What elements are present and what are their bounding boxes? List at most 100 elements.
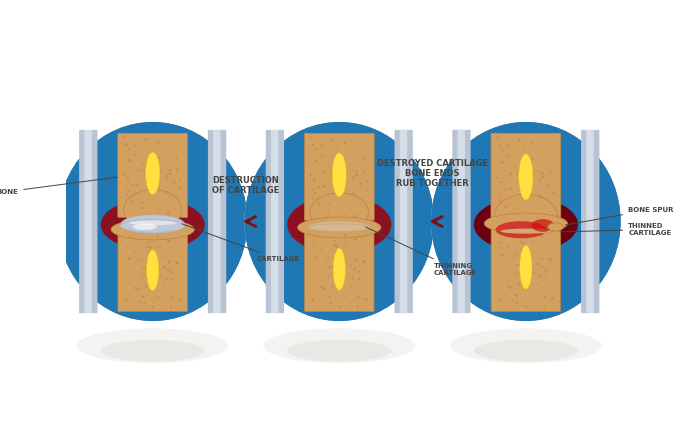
Circle shape — [129, 160, 130, 161]
Ellipse shape — [100, 198, 205, 250]
Circle shape — [518, 264, 520, 265]
Ellipse shape — [495, 194, 557, 237]
Circle shape — [141, 259, 142, 260]
FancyBboxPatch shape — [266, 130, 284, 313]
Circle shape — [344, 296, 345, 297]
Circle shape — [324, 288, 325, 289]
Ellipse shape — [474, 340, 578, 361]
Circle shape — [550, 259, 551, 260]
Circle shape — [171, 297, 172, 298]
Circle shape — [517, 302, 518, 303]
Circle shape — [126, 300, 127, 301]
Circle shape — [318, 187, 319, 188]
Circle shape — [176, 262, 178, 263]
Ellipse shape — [133, 223, 157, 230]
Ellipse shape — [287, 340, 392, 361]
Ellipse shape — [532, 219, 555, 232]
Circle shape — [526, 165, 527, 166]
Circle shape — [170, 307, 172, 308]
FancyBboxPatch shape — [213, 130, 221, 313]
Circle shape — [544, 296, 545, 297]
Ellipse shape — [548, 223, 563, 231]
Circle shape — [318, 203, 320, 204]
Circle shape — [515, 255, 516, 256]
Circle shape — [540, 196, 541, 197]
Circle shape — [124, 174, 125, 175]
Circle shape — [315, 257, 316, 258]
Circle shape — [542, 173, 543, 174]
FancyBboxPatch shape — [400, 130, 407, 313]
Circle shape — [158, 142, 159, 143]
Text: THINNED
CARTILAGE: THINNED CARTILAGE — [560, 223, 672, 236]
Circle shape — [149, 253, 150, 254]
Circle shape — [312, 300, 313, 301]
FancyBboxPatch shape — [118, 229, 188, 311]
Ellipse shape — [244, 122, 434, 321]
Circle shape — [323, 186, 324, 187]
Circle shape — [509, 189, 511, 190]
Circle shape — [132, 185, 133, 186]
Circle shape — [164, 267, 165, 268]
Ellipse shape — [431, 122, 621, 321]
Circle shape — [321, 287, 322, 288]
Circle shape — [310, 175, 312, 176]
Ellipse shape — [431, 122, 621, 321]
Ellipse shape — [450, 328, 602, 363]
Circle shape — [153, 168, 154, 170]
Ellipse shape — [124, 190, 182, 229]
Circle shape — [168, 212, 169, 213]
Circle shape — [126, 144, 127, 145]
Circle shape — [552, 298, 553, 299]
Ellipse shape — [129, 221, 176, 225]
Circle shape — [355, 239, 356, 240]
FancyBboxPatch shape — [79, 130, 98, 313]
Circle shape — [157, 296, 158, 297]
Circle shape — [507, 286, 509, 287]
Circle shape — [137, 289, 138, 290]
Circle shape — [174, 182, 175, 183]
Circle shape — [344, 235, 345, 236]
Circle shape — [553, 192, 554, 193]
Circle shape — [357, 297, 359, 298]
Circle shape — [145, 286, 146, 287]
FancyBboxPatch shape — [581, 130, 600, 313]
Circle shape — [150, 247, 151, 249]
FancyBboxPatch shape — [491, 133, 561, 224]
Text: BONE SPUR: BONE SPUR — [565, 206, 673, 225]
Circle shape — [314, 245, 315, 246]
Ellipse shape — [58, 122, 248, 321]
Ellipse shape — [333, 249, 345, 290]
Circle shape — [497, 177, 498, 178]
Circle shape — [522, 249, 523, 250]
Ellipse shape — [77, 328, 228, 363]
Circle shape — [539, 276, 540, 277]
Circle shape — [501, 254, 503, 256]
Circle shape — [549, 159, 551, 160]
Circle shape — [311, 136, 312, 137]
Circle shape — [340, 170, 341, 171]
Circle shape — [144, 303, 145, 304]
Circle shape — [497, 136, 499, 137]
Circle shape — [499, 145, 500, 146]
Circle shape — [532, 174, 534, 175]
FancyBboxPatch shape — [118, 133, 188, 218]
Circle shape — [541, 267, 542, 268]
Ellipse shape — [309, 221, 369, 232]
Circle shape — [149, 180, 150, 181]
Text: DESTRUCTION
OF CARTILAGE: DESTRUCTION OF CARTILAGE — [212, 175, 280, 195]
Circle shape — [147, 246, 148, 247]
Circle shape — [336, 246, 338, 247]
Circle shape — [170, 173, 171, 174]
Circle shape — [127, 178, 129, 179]
Ellipse shape — [58, 122, 248, 321]
Circle shape — [128, 258, 129, 259]
Circle shape — [547, 186, 548, 187]
Circle shape — [519, 139, 520, 140]
Circle shape — [176, 262, 177, 263]
Circle shape — [335, 252, 336, 253]
Circle shape — [505, 206, 506, 207]
Text: DESTROYED CARTILAGE
BONE ENDS
RUB TOGETHER: DESTROYED CARTILAGE BONE ENDS RUB TOGETH… — [377, 159, 488, 188]
Circle shape — [520, 241, 521, 242]
Circle shape — [324, 171, 325, 172]
Circle shape — [166, 177, 167, 178]
